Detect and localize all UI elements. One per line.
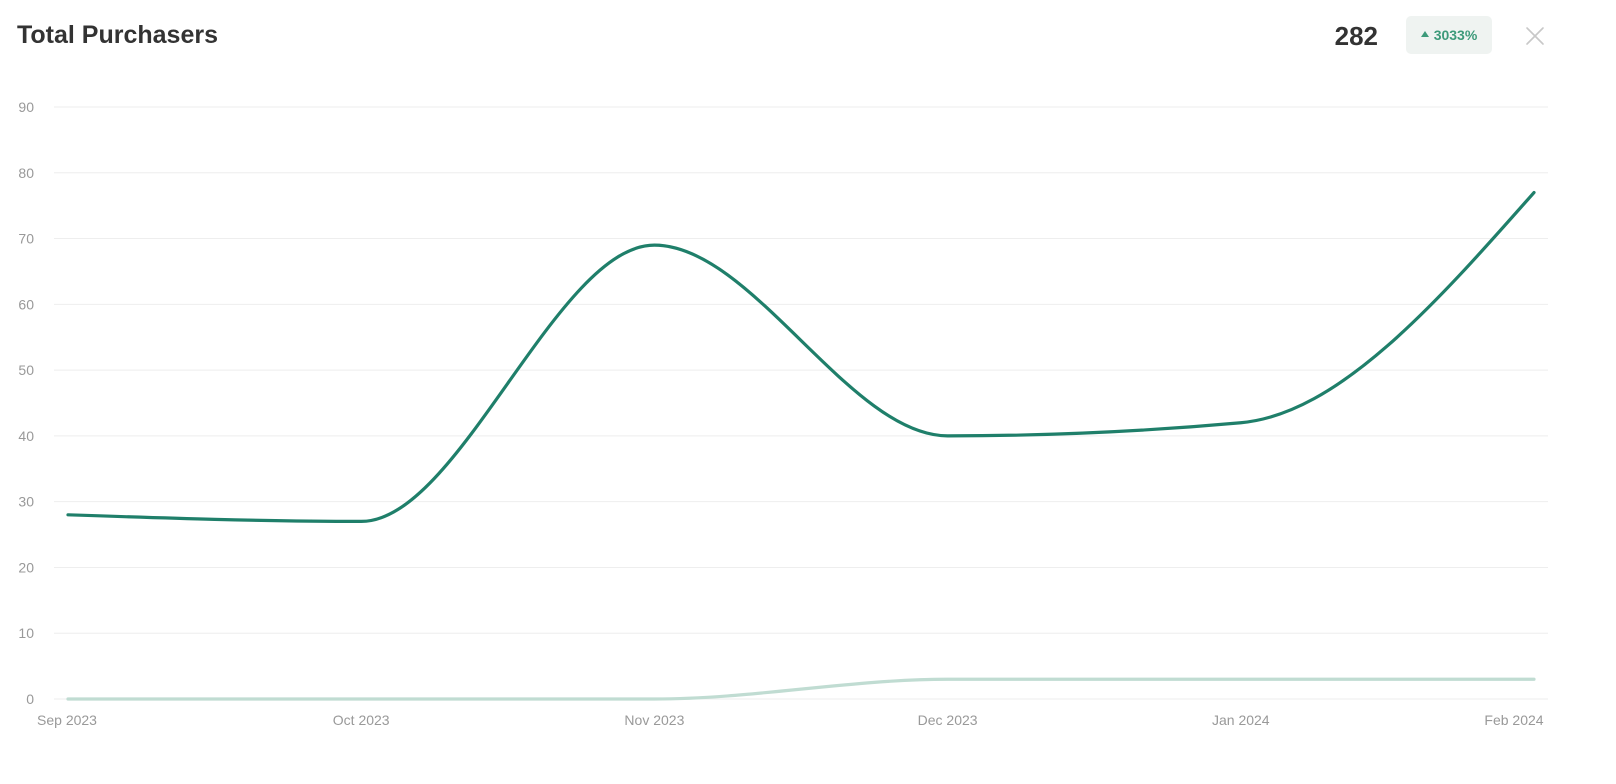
- y-axis: 0 10 20 30 40 50 60 70 80 90: [18, 99, 34, 707]
- x-tick-label: Oct 2023: [333, 712, 390, 728]
- x-tick-label: Dec 2023: [918, 712, 978, 728]
- x-axis: Sep 2023 Oct 2023 Nov 2023 Dec 2023 Jan 2024…: [37, 712, 1544, 728]
- change-badge: 3033%: [1406, 16, 1492, 54]
- y-tick-label: 70: [18, 231, 34, 247]
- close-icon[interactable]: [1523, 24, 1547, 48]
- y-tick-label: 20: [18, 559, 34, 575]
- x-tick-label: Jan 2024: [1212, 712, 1270, 728]
- series-line-secondary: [66, 677, 1536, 701]
- chart-title: Total Purchasers: [17, 21, 219, 49]
- y-tick-label: 90: [18, 99, 34, 115]
- chart-header: Total Purchasers 282 3033%: [0, 0, 1616, 74]
- x-tick-label: Sep 2023: [37, 712, 97, 728]
- x-tick-label: Feb 2024: [1484, 712, 1543, 728]
- total-value: 282: [1334, 21, 1378, 51]
- x-tick-label: Nov 2023: [624, 712, 684, 728]
- arrow-up-icon: [1420, 31, 1429, 37]
- y-tick-label: 10: [18, 625, 34, 641]
- y-tick-label: 60: [18, 296, 34, 312]
- change-percent: 3033%: [1433, 27, 1478, 43]
- series-line-primary: [66, 190, 1536, 523]
- y-tick-label: 0: [26, 691, 34, 707]
- y-tick-label: 50: [18, 362, 34, 378]
- y-tick-label: 30: [18, 494, 34, 510]
- grid-lines: [54, 106, 1548, 700]
- y-tick-label: 40: [18, 428, 34, 444]
- series-lines: [66, 190, 1536, 701]
- y-tick-label: 80: [18, 165, 34, 181]
